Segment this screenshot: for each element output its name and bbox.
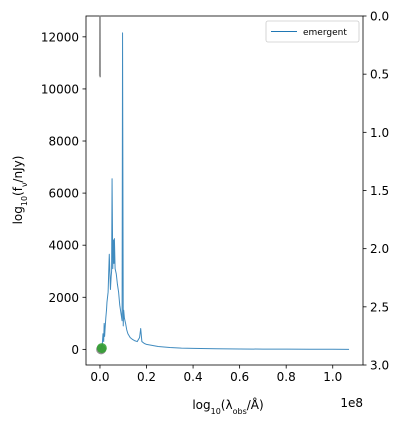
- plot-area: [85, 15, 364, 366]
- x-axis-label-prefix: log: [192, 398, 210, 412]
- x-tick-label: 0.2: [137, 370, 156, 384]
- x-axis-label-suffix: /Å): [247, 397, 264, 412]
- x-ticks: 0.0 0.2 0.4 0.6 0.8 1.0: [90, 365, 342, 384]
- y-tick-label: 8000: [48, 135, 79, 149]
- y2-tick-label: 1.5: [370, 184, 389, 198]
- y-tick-label: 4000: [48, 239, 79, 253]
- x-axis-label: log10(λobs/Å): [192, 397, 263, 416]
- y-tick-label: 12000: [41, 30, 79, 44]
- y-tick-label: 10000: [41, 82, 79, 96]
- y-axis-label-sub: 10: [20, 196, 29, 206]
- y2-tick-label: 1.0: [370, 126, 389, 140]
- x-tick-label: 0.6: [230, 370, 249, 384]
- y-axis-label-mid-sub: ν: [20, 182, 29, 187]
- y2-tick-label: 2.0: [370, 242, 389, 256]
- x-offset-label: 1e8: [340, 396, 363, 410]
- y-tick-label: 0: [71, 343, 79, 357]
- legend: emergent: [265, 20, 360, 43]
- x-tick-label: 1.0: [323, 370, 342, 384]
- series-layer: [98, 15, 350, 350]
- x-axis-label-mid-sub: obs: [233, 407, 247, 416]
- data-marker-1: [96, 343, 107, 354]
- y-axis-label: log10(fν/nJy): [11, 156, 29, 225]
- y-tick-label: 2000: [48, 291, 79, 305]
- plot-frame: [85, 15, 364, 366]
- y2-tick-label: 3.0: [370, 359, 389, 373]
- y2-tick-label: 0.0: [370, 10, 389, 24]
- x-axis-label-sub: 10: [211, 407, 221, 416]
- x-axis-label-mid: (λ: [221, 398, 233, 412]
- y2-ticks: 0.0 0.5 1.0 1.5 2.0 2.5 3.0: [363, 10, 389, 373]
- y2-tick-label: 0.5: [370, 68, 389, 82]
- y-ticks: 0 2000 4000 6000 8000 10000 12000: [41, 30, 86, 357]
- x-tick-label: 0.4: [184, 370, 203, 384]
- series-line-emergent: [99, 32, 350, 350]
- y-axis-label-prefix: log: [11, 206, 25, 224]
- y-tick-label: 6000: [48, 187, 79, 201]
- y-axis-label-mid: (f: [11, 186, 25, 196]
- x-tick-label: 0.0: [90, 370, 109, 384]
- x-tick-label: 0.8: [277, 370, 296, 384]
- legend-box: [265, 20, 360, 43]
- legend-label-emergent: emergent: [303, 28, 347, 38]
- marker-layer: [96, 343, 107, 355]
- y-axis-label-suffix: /nJy): [11, 156, 25, 183]
- y2-tick-label: 2.5: [370, 300, 389, 314]
